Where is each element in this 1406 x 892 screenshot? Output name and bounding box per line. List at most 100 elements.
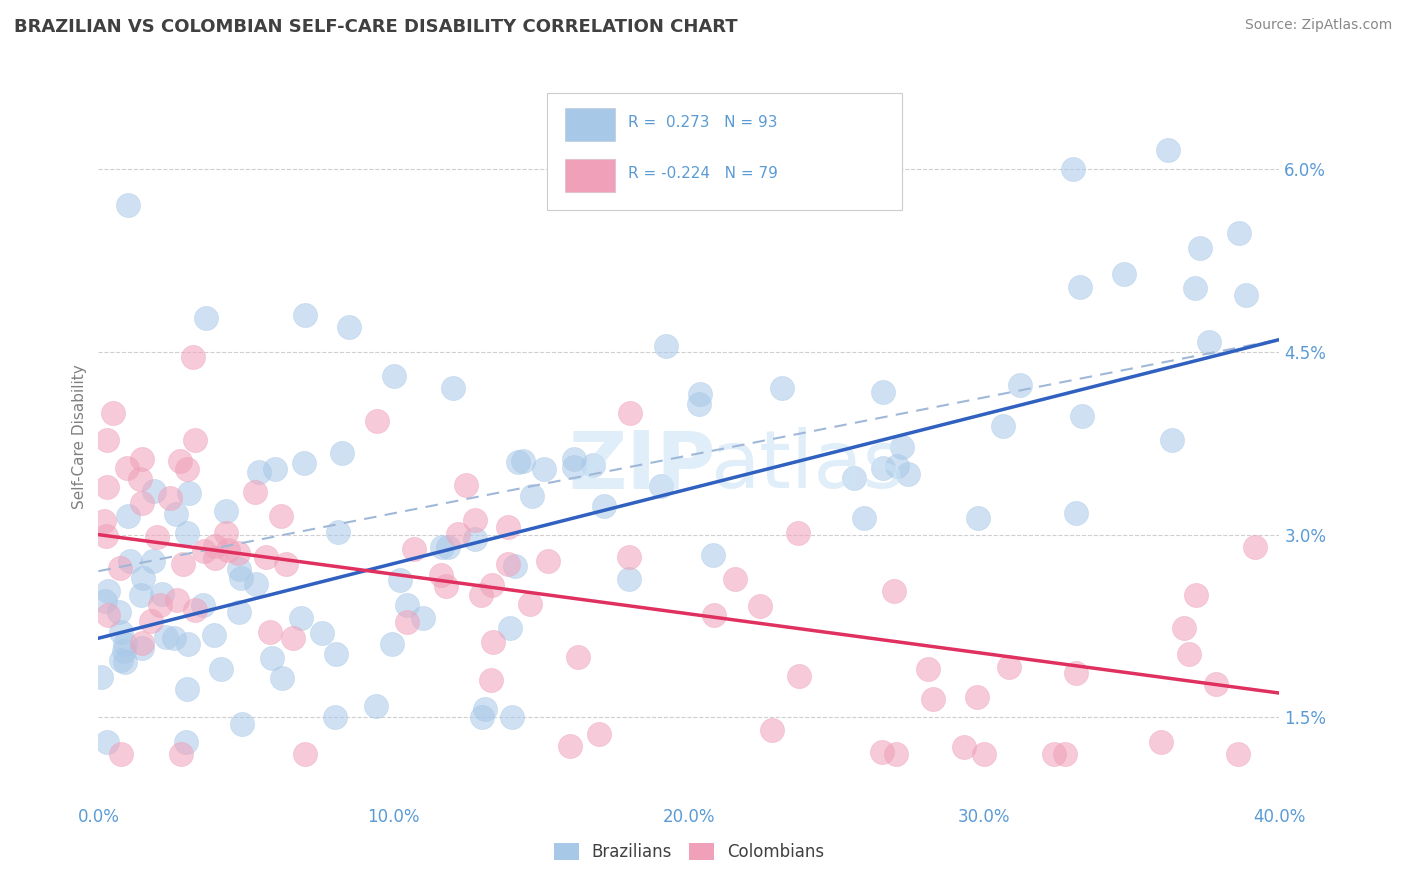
Point bbox=[519, 597, 541, 611]
Point bbox=[108, 605, 131, 619]
Point bbox=[402, 541, 425, 556]
Point bbox=[512, 454, 534, 468]
Point bbox=[114, 655, 136, 669]
Point bbox=[294, 308, 316, 322]
Point bbox=[496, 520, 519, 534]
Point bbox=[844, 471, 866, 485]
Point bbox=[155, 631, 177, 645]
Text: R = -0.224   N = 79: R = -0.224 N = 79 bbox=[627, 166, 778, 181]
Point bbox=[501, 710, 523, 724]
Point bbox=[184, 603, 207, 617]
Point bbox=[1062, 161, 1084, 176]
Point bbox=[209, 662, 232, 676]
Point bbox=[997, 660, 1019, 674]
Point bbox=[103, 406, 125, 420]
Point bbox=[1054, 747, 1077, 761]
Point bbox=[588, 727, 610, 741]
Point bbox=[114, 637, 136, 651]
Point bbox=[231, 717, 253, 731]
Point bbox=[883, 584, 905, 599]
Point bbox=[96, 433, 118, 447]
Point bbox=[447, 527, 470, 541]
Point bbox=[204, 550, 226, 565]
Point bbox=[90, 670, 112, 684]
Y-axis label: Self-Care Disability: Self-Care Disability bbox=[72, 365, 87, 509]
Point bbox=[689, 387, 711, 401]
Point bbox=[93, 514, 115, 528]
Point bbox=[264, 461, 287, 475]
Point bbox=[884, 747, 907, 761]
Point bbox=[215, 525, 238, 540]
Point bbox=[1184, 281, 1206, 295]
Point bbox=[1112, 268, 1135, 282]
Point bbox=[1069, 280, 1091, 294]
Point bbox=[181, 350, 204, 364]
Point bbox=[228, 605, 250, 619]
Point bbox=[1173, 621, 1195, 635]
Point bbox=[650, 479, 672, 493]
Point bbox=[131, 496, 153, 510]
Point bbox=[215, 504, 238, 518]
Point bbox=[953, 739, 976, 754]
Point bbox=[1188, 242, 1211, 256]
Point bbox=[96, 480, 118, 494]
Point bbox=[118, 554, 141, 568]
Point bbox=[115, 461, 138, 475]
Point bbox=[229, 572, 252, 586]
Point bbox=[204, 539, 226, 553]
Point bbox=[166, 592, 188, 607]
Point bbox=[1205, 676, 1227, 690]
Point bbox=[560, 739, 582, 753]
Point bbox=[110, 653, 132, 667]
Point bbox=[96, 735, 118, 749]
Point bbox=[991, 418, 1014, 433]
Point bbox=[891, 440, 914, 454]
Point bbox=[366, 414, 388, 428]
Point bbox=[271, 671, 294, 685]
Point bbox=[323, 710, 346, 724]
Point bbox=[917, 661, 939, 675]
Point bbox=[292, 456, 315, 470]
Point bbox=[761, 723, 783, 737]
Text: BRAZILIAN VS COLOMBIAN SELF-CARE DISABILITY CORRELATION CHART: BRAZILIAN VS COLOMBIAN SELF-CARE DISABIL… bbox=[14, 18, 738, 36]
Point bbox=[508, 455, 530, 469]
Point bbox=[195, 310, 218, 325]
Point bbox=[169, 454, 191, 468]
Point bbox=[117, 509, 139, 524]
Point bbox=[1184, 588, 1206, 602]
Point bbox=[259, 624, 281, 639]
Point bbox=[1043, 747, 1066, 761]
Point bbox=[503, 558, 526, 573]
Point bbox=[172, 557, 194, 571]
Point bbox=[430, 540, 453, 554]
Point bbox=[437, 540, 460, 554]
Point bbox=[496, 557, 519, 571]
Point bbox=[619, 572, 641, 586]
Point bbox=[94, 594, 117, 608]
Point bbox=[281, 631, 304, 645]
Point bbox=[112, 643, 135, 657]
Point bbox=[967, 511, 990, 525]
Point bbox=[973, 747, 995, 761]
Point bbox=[1161, 433, 1184, 447]
Point bbox=[787, 669, 810, 683]
Point bbox=[454, 478, 477, 492]
Point bbox=[193, 544, 215, 558]
Text: ZIP: ZIP bbox=[568, 427, 716, 506]
Point bbox=[434, 579, 457, 593]
Point bbox=[228, 561, 250, 575]
Point bbox=[1178, 647, 1201, 661]
Point bbox=[117, 198, 139, 212]
Point bbox=[274, 557, 297, 571]
Point bbox=[94, 529, 117, 543]
Point bbox=[254, 549, 277, 564]
Point bbox=[1008, 377, 1031, 392]
Point bbox=[202, 628, 225, 642]
Point bbox=[1070, 409, 1092, 424]
Point bbox=[150, 587, 173, 601]
Point bbox=[464, 513, 486, 527]
Point bbox=[412, 611, 434, 625]
Point bbox=[110, 747, 132, 761]
Point bbox=[1226, 747, 1249, 761]
Point bbox=[617, 549, 640, 564]
